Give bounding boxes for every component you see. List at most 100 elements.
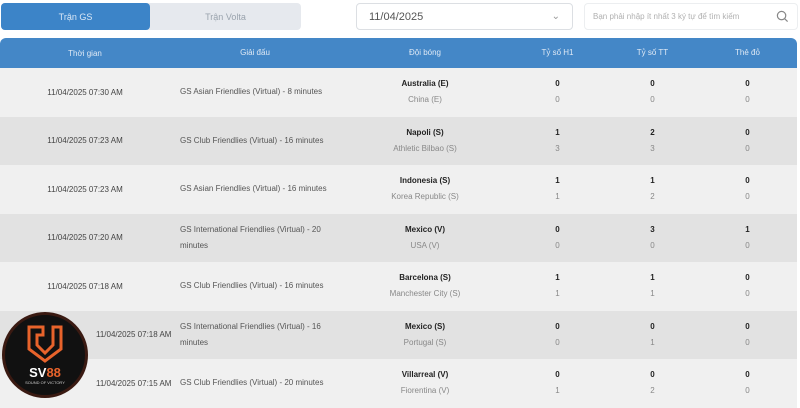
h1-home: 1 — [555, 127, 560, 137]
table-row[interactable]: 11/04/2025 07:23 AM GS Club Friendlies (… — [0, 116, 797, 165]
ft-away: 1 — [650, 337, 655, 347]
away-team: USA (V) — [410, 240, 440, 250]
table-row[interactable]: 11/04/2025 07:18 AM GS International Fri… — [0, 310, 797, 359]
ft-away: 2 — [650, 192, 655, 202]
h1-away: 1 — [555, 386, 560, 396]
h1-home: 0 — [555, 370, 560, 380]
red-away: 0 — [745, 386, 750, 396]
red-home: 0 — [745, 127, 750, 137]
logo-brand: SV88 — [29, 365, 61, 380]
home-team: Barcelona (S) — [399, 273, 451, 283]
teams: Australia (E) China (E) — [340, 76, 510, 108]
match-time: 11/04/2025 07:23 AM — [47, 184, 123, 194]
match-time: 11/04/2025 07:18 AM — [96, 330, 172, 340]
ft-away: 1 — [650, 289, 655, 299]
h1-home: 0 — [555, 321, 560, 331]
h1-home: 0 — [555, 79, 560, 89]
red-home: 1 — [745, 224, 750, 234]
h1-away: 1 — [555, 192, 560, 202]
teams: Mexico (S) Portugal (S) — [340, 319, 510, 351]
teams: Indonesia (S) Korea Republic (S) — [340, 173, 510, 205]
red-home: 0 — [745, 370, 750, 380]
h1-away: 1 — [555, 289, 560, 299]
match-time: 11/04/2025 07:18 AM — [47, 281, 123, 291]
h1-home: 1 — [555, 273, 560, 283]
red-home: 0 — [745, 79, 750, 89]
header-h1[interactable]: Tỷ số H1 — [541, 48, 574, 57]
ft-away: 3 — [650, 143, 655, 153]
header-time[interactable]: Thời gian — [68, 48, 102, 58]
away-team: Athletic Bilbao (S) — [393, 143, 457, 153]
tab-volta[interactable]: Trận Volta — [205, 11, 246, 22]
table-row[interactable]: 11/04/2025 07:23 AM GS Asian Friendlies … — [0, 165, 797, 214]
ft-home: 1 — [650, 176, 655, 186]
red-home: 0 — [745, 273, 750, 283]
header-ft[interactable]: Tỷ số TT — [636, 48, 669, 57]
sv88-watermark-logo: SV88 SOUND OF VICTORY — [2, 312, 88, 398]
league-name: GS Club Friendlies (Virtual) - 16 minute… — [180, 135, 324, 145]
teams: Barcelona (S) Manchester City (S) — [340, 270, 510, 302]
chevron-down-icon: ⌄ — [551, 11, 560, 22]
away-team: Korea Republic (S) — [391, 192, 459, 202]
date-value: 11/04/2025 — [369, 10, 424, 23]
home-team: Australia (E) — [401, 79, 449, 89]
ft-home: 3 — [650, 224, 655, 234]
league-name: GS Asian Friendlies (Virtual) - 16 minut… — [180, 184, 327, 194]
home-team: Napoli (S) — [406, 127, 444, 137]
table-row[interactable]: 11/04/2025 07:15 AM GS Club Friendlies (… — [0, 359, 797, 408]
red-away: 0 — [745, 337, 750, 347]
ft-home: 0 — [650, 79, 655, 89]
away-team: China (E) — [408, 95, 442, 105]
h1-home: 0 — [555, 224, 560, 234]
table-row[interactable]: 11/04/2025 07:20 AM GS International Fri… — [0, 213, 797, 262]
date-select[interactable]: 11/04/2025 ⌄ — [356, 3, 573, 30]
table-header: Thời gian Giải đấu Đội bóng Tỷ số H1 Tỷ … — [0, 38, 797, 68]
table-row[interactable]: 11/04/2025 07:18 AM GS Club Friendlies (… — [0, 262, 797, 311]
logo-tagline: SOUND OF VICTORY — [25, 380, 65, 385]
match-type-tabs: Trận GS Trận Volta — [1, 3, 301, 30]
teams: Villarreal (V) Fiorentina (V) — [340, 367, 510, 399]
header-red[interactable]: Thẻ đỏ — [735, 48, 760, 57]
red-away: 0 — [745, 192, 750, 202]
tab-gs[interactable]: Trận GS — [1, 3, 150, 30]
match-time: 11/04/2025 07:23 AM — [47, 136, 123, 146]
match-time: 11/04/2025 07:30 AM — [47, 87, 123, 97]
away-team: Portugal (S) — [403, 337, 447, 347]
match-time: 11/04/2025 07:20 AM — [47, 233, 123, 243]
ft-away: 0 — [650, 240, 655, 250]
red-away: 0 — [745, 95, 750, 105]
match-table-body: 11/04/2025 07:30 AM GS Asian Friendlies … — [0, 68, 797, 408]
search-input[interactable] — [593, 12, 763, 21]
header-league[interactable]: Giải đấu — [240, 48, 270, 57]
h1-away: 3 — [555, 143, 560, 153]
header-teams[interactable]: Đội bóng — [408, 48, 442, 57]
h1-home: 1 — [555, 176, 560, 186]
ft-home: 0 — [650, 370, 655, 380]
match-time: 11/04/2025 07:15 AM — [96, 378, 172, 388]
h1-away: 0 — [555, 240, 560, 250]
table-row[interactable]: 11/04/2025 07:30 AM GS Asian Friendlies … — [0, 68, 797, 117]
ft-home: 2 — [650, 127, 655, 137]
home-team: Mexico (S) — [404, 321, 445, 331]
search-icon[interactable] — [776, 10, 789, 23]
red-away: 0 — [745, 143, 750, 153]
h1-away: 0 — [555, 95, 560, 105]
home-team: Indonesia (S) — [399, 176, 451, 186]
